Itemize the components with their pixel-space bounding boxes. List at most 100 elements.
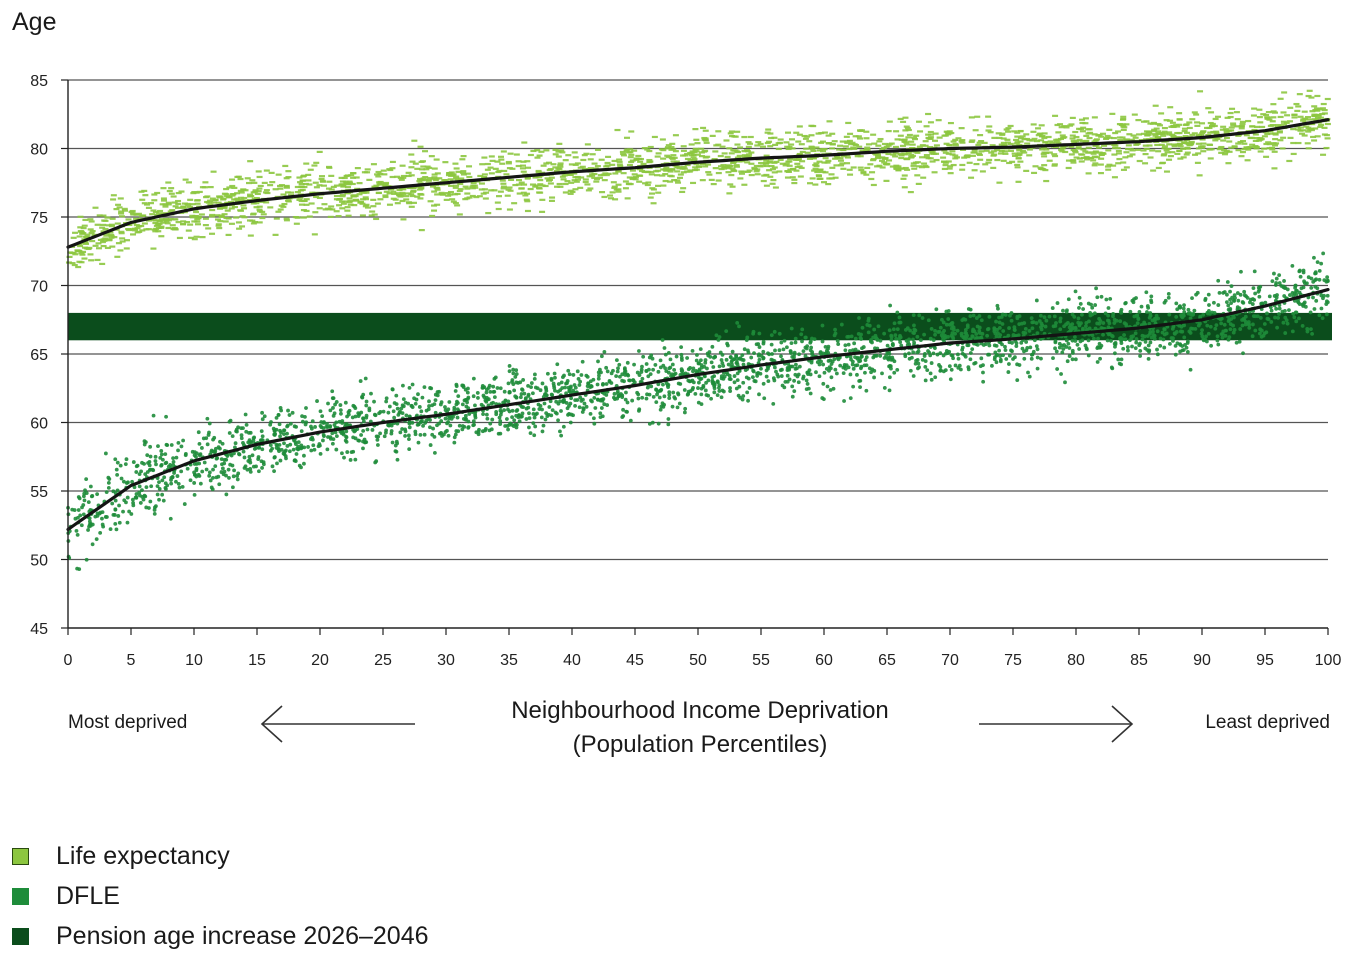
le-point bbox=[224, 195, 230, 197]
dfle-point bbox=[752, 379, 756, 383]
le-point bbox=[681, 145, 687, 147]
le-point bbox=[464, 192, 470, 194]
dfle-point bbox=[1060, 351, 1064, 355]
dfle-point bbox=[1140, 338, 1144, 342]
le-point bbox=[1260, 113, 1266, 115]
dfle-point bbox=[163, 452, 167, 456]
le-point bbox=[826, 142, 832, 144]
le-point bbox=[1171, 125, 1177, 127]
le-point bbox=[267, 206, 273, 208]
dfle-point bbox=[930, 327, 934, 331]
dfle-point bbox=[112, 513, 116, 517]
le-point bbox=[1123, 151, 1129, 153]
dfle-point bbox=[757, 332, 761, 336]
dfle-point bbox=[1022, 357, 1026, 361]
dfle-point bbox=[514, 414, 518, 418]
le-point bbox=[409, 206, 415, 208]
le-point bbox=[1127, 155, 1133, 157]
le-point bbox=[1240, 121, 1246, 123]
le-point bbox=[229, 207, 235, 209]
le-point bbox=[1144, 130, 1150, 132]
le-point bbox=[788, 143, 794, 145]
le-point bbox=[286, 200, 292, 202]
dfle-point bbox=[861, 326, 865, 330]
dfle-point bbox=[632, 363, 636, 367]
le-point bbox=[350, 172, 356, 174]
le-point bbox=[959, 164, 965, 166]
dfle-point bbox=[1110, 334, 1114, 338]
dfle-point bbox=[403, 434, 407, 438]
le-point bbox=[124, 247, 130, 249]
le-point bbox=[800, 151, 806, 153]
le-point bbox=[692, 128, 698, 130]
le-point bbox=[758, 162, 764, 164]
le-point bbox=[1094, 138, 1100, 140]
le-point bbox=[434, 187, 440, 189]
dfle-point bbox=[706, 352, 710, 356]
le-point bbox=[1312, 109, 1318, 111]
dfle-point bbox=[1204, 334, 1208, 338]
le-point bbox=[1286, 160, 1292, 162]
le-point bbox=[674, 179, 680, 181]
le-point bbox=[76, 261, 82, 263]
le-point bbox=[328, 175, 334, 177]
dfle-point bbox=[749, 356, 753, 360]
dfle-point bbox=[888, 304, 892, 308]
le-point bbox=[163, 218, 169, 220]
le-point bbox=[647, 160, 653, 162]
le-point bbox=[549, 200, 555, 202]
le-point bbox=[1266, 111, 1272, 113]
le-point bbox=[1196, 143, 1202, 145]
le-point bbox=[1208, 122, 1214, 124]
le-point bbox=[641, 163, 647, 165]
dfle-point bbox=[511, 371, 515, 375]
dfle-point bbox=[661, 338, 665, 342]
le-point bbox=[573, 156, 579, 158]
dfle-point bbox=[330, 389, 334, 393]
le-point bbox=[313, 182, 319, 184]
dfle-point bbox=[1010, 341, 1014, 345]
le-point bbox=[1160, 135, 1166, 137]
le-point bbox=[857, 130, 863, 132]
le-point bbox=[911, 136, 917, 138]
le-point bbox=[1299, 133, 1305, 135]
le-point bbox=[1239, 125, 1245, 127]
dfle-point bbox=[159, 449, 163, 453]
le-point bbox=[1311, 139, 1317, 141]
dfle-point bbox=[1120, 357, 1124, 361]
dfle-point bbox=[401, 403, 405, 407]
dfle-point bbox=[1212, 301, 1216, 305]
le-point bbox=[501, 187, 507, 189]
le-point bbox=[303, 163, 309, 165]
le-point bbox=[1101, 145, 1107, 147]
le-point bbox=[1041, 155, 1047, 157]
dfle-point bbox=[1077, 347, 1081, 351]
le-point bbox=[1052, 115, 1058, 117]
le-point bbox=[200, 186, 206, 188]
dfle-point bbox=[456, 394, 460, 398]
dfle-point bbox=[345, 450, 349, 454]
le-point bbox=[363, 205, 369, 207]
le-point bbox=[114, 256, 120, 258]
dfle-point bbox=[821, 340, 825, 344]
le-point bbox=[928, 131, 934, 133]
dfle-point bbox=[1097, 317, 1101, 321]
le-point bbox=[1228, 147, 1234, 149]
le-point bbox=[479, 163, 485, 165]
dfle-point bbox=[600, 406, 604, 410]
dfle-point bbox=[604, 366, 608, 370]
le-point bbox=[976, 153, 982, 155]
le-point bbox=[1120, 123, 1126, 125]
le-point bbox=[102, 228, 108, 230]
le-point bbox=[649, 187, 655, 189]
le-point bbox=[636, 181, 642, 183]
le-point bbox=[1008, 143, 1014, 145]
dfle-point bbox=[938, 369, 942, 373]
le-point bbox=[582, 154, 588, 156]
le-point bbox=[525, 177, 531, 179]
dfle-point bbox=[1146, 304, 1150, 308]
dfle-point bbox=[297, 440, 301, 444]
dfle-point bbox=[367, 409, 371, 413]
dfle-point bbox=[78, 514, 82, 518]
dfle-point bbox=[126, 521, 130, 525]
